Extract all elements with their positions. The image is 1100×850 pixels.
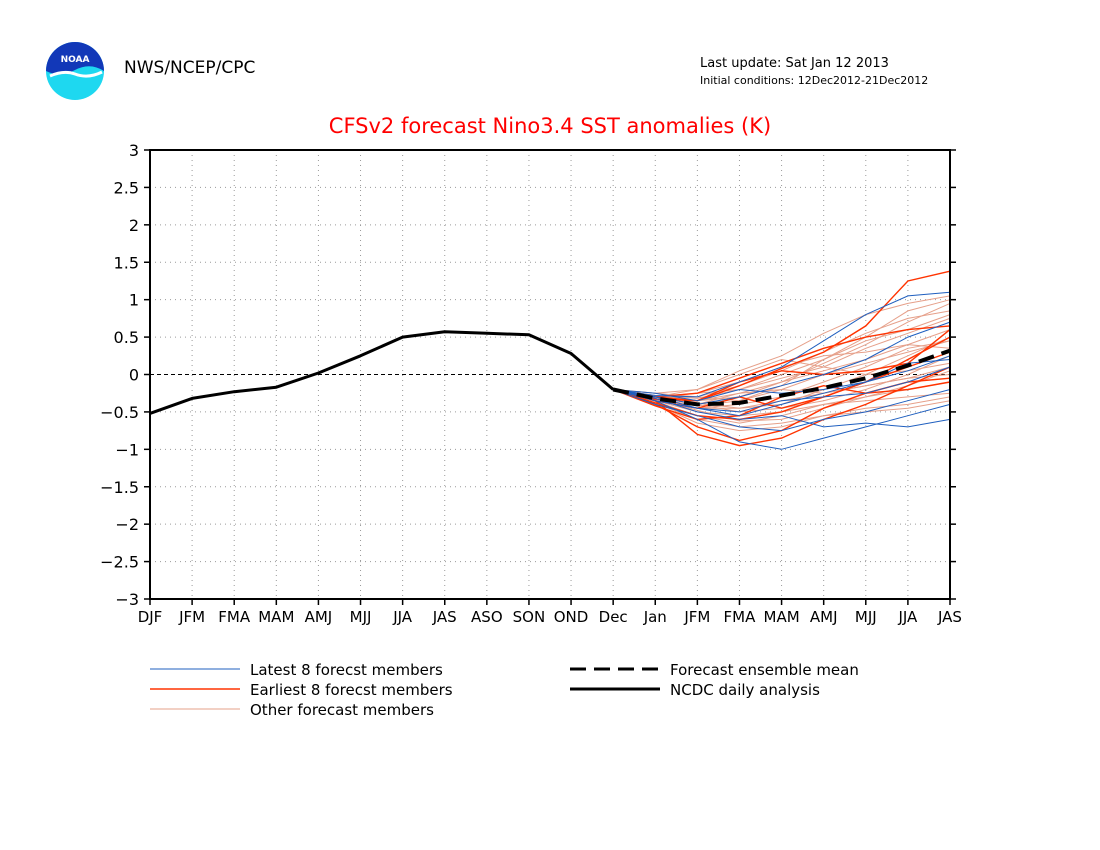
x-tick-label: Jan [643,608,667,626]
x-tick-label: JJA [897,608,918,626]
x-tick-label: FMA [724,608,757,626]
latest-member-line [613,291,951,398]
main-lines-layer [149,330,951,415]
other-member-line [613,295,951,394]
latest-member-line [613,355,951,402]
latest-member-line [613,366,951,413]
legend-label: Forecast ensemble mean [670,661,859,679]
ncdc-analysis-line [149,330,615,415]
x-tick-label: JAS [937,608,962,626]
x-tick-label: JAS [432,608,457,626]
x-tick-label: AMJ [305,608,333,626]
x-tick-label: JJA [392,608,413,626]
y-tick-label: −2 [115,515,139,534]
y-tick-label: −0.5 [100,403,139,422]
noaa-logo-text: NOAA [61,55,90,65]
y-tick-label: 1 [129,291,139,310]
y-tick-label: 1.5 [114,253,139,272]
x-tick-label: MAM [258,608,294,626]
ensemble-mean-line [612,348,951,407]
y-tick-label: −1 [115,440,139,459]
legend-label: Latest 8 forecst members [250,661,443,679]
latest-member-line [613,389,951,432]
earliest-member-line [613,270,951,402]
x-tick-label: JFM [683,608,710,626]
initial-conditions: Initial conditions: 12Dec2012-21Dec2012 [700,74,929,87]
latest-member-line [613,389,951,450]
y-tick-label: 3 [129,141,139,160]
x-tick-label: AMJ [810,608,838,626]
chart-title: CFSv2 forecast Nino3.4 SST anomalies (K) [328,114,772,138]
last-update: Last update: Sat Jan 12 2013 [700,56,889,71]
x-tick-label: MAM [764,608,800,626]
x-tick-label: DJF [138,608,163,626]
noaa-logo: NOAA [46,42,104,100]
legend-layer: Latest 8 forecst members Earliest 8 forec… [150,661,859,719]
y-tick-label: 0 [129,366,139,385]
x-tick-label: Dec [599,608,628,626]
y-tick-label: −2.5 [100,553,139,572]
x-tick-label: MJJ [855,608,877,626]
x-tick-label: OND [554,608,589,626]
grid-layer [150,150,950,599]
legend-label: Earliest 8 forecst members [250,681,453,699]
agency-label: NWS/NCEP/CPC [124,58,256,78]
legend-label: NCDC daily analysis [670,681,820,699]
x-tick-label: JFM [178,608,205,626]
y-tick-label: 0.5 [114,328,139,347]
y-tick-label: 2.5 [114,178,139,197]
y-tick-label: −3 [115,590,139,609]
y-tick-label: −1.5 [100,478,139,497]
x-tick-label: SON [513,608,546,626]
x-tick-label: ASO [471,608,503,626]
legend-label: Other forecast members [250,701,434,719]
x-tick-label: MJJ [350,608,372,626]
x-tick-label: FMA [218,608,251,626]
y-tick-label: 2 [129,216,139,235]
